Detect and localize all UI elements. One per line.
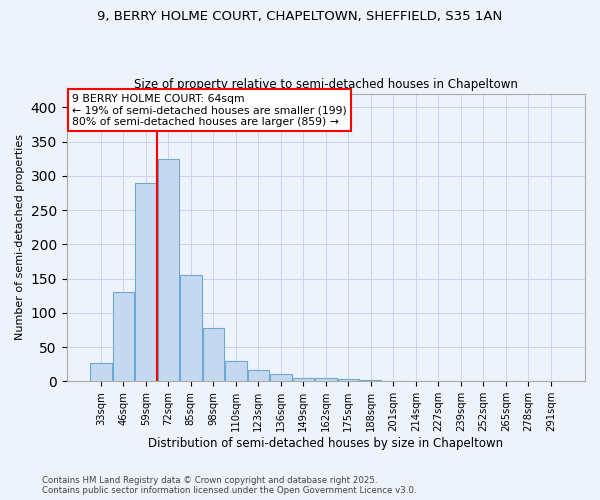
Y-axis label: Number of semi-detached properties: Number of semi-detached properties bbox=[15, 134, 25, 340]
Bar bbox=[270, 374, 292, 382]
Bar bbox=[338, 380, 359, 382]
Text: 9, BERRY HOLME COURT, CHAPELTOWN, SHEFFIELD, S35 1AN: 9, BERRY HOLME COURT, CHAPELTOWN, SHEFFI… bbox=[97, 10, 503, 23]
Bar bbox=[180, 275, 202, 382]
Bar bbox=[293, 378, 314, 382]
X-axis label: Distribution of semi-detached houses by size in Chapeltown: Distribution of semi-detached houses by … bbox=[148, 437, 503, 450]
Bar bbox=[113, 292, 134, 382]
Bar bbox=[248, 370, 269, 382]
Bar bbox=[383, 380, 404, 382]
Bar bbox=[540, 380, 562, 382]
Bar bbox=[360, 380, 382, 382]
Title: Size of property relative to semi-detached houses in Chapeltown: Size of property relative to semi-detach… bbox=[134, 78, 518, 91]
Text: Contains HM Land Registry data © Crown copyright and database right 2025.
Contai: Contains HM Land Registry data © Crown c… bbox=[42, 476, 416, 495]
Bar bbox=[225, 361, 247, 382]
Bar bbox=[90, 363, 112, 382]
Bar bbox=[135, 182, 157, 382]
Text: 9 BERRY HOLME COURT: 64sqm
← 19% of semi-detached houses are smaller (199)
80% o: 9 BERRY HOLME COURT: 64sqm ← 19% of semi… bbox=[72, 94, 347, 127]
Bar bbox=[203, 328, 224, 382]
Bar bbox=[158, 158, 179, 382]
Bar bbox=[405, 380, 427, 382]
Bar bbox=[315, 378, 337, 382]
